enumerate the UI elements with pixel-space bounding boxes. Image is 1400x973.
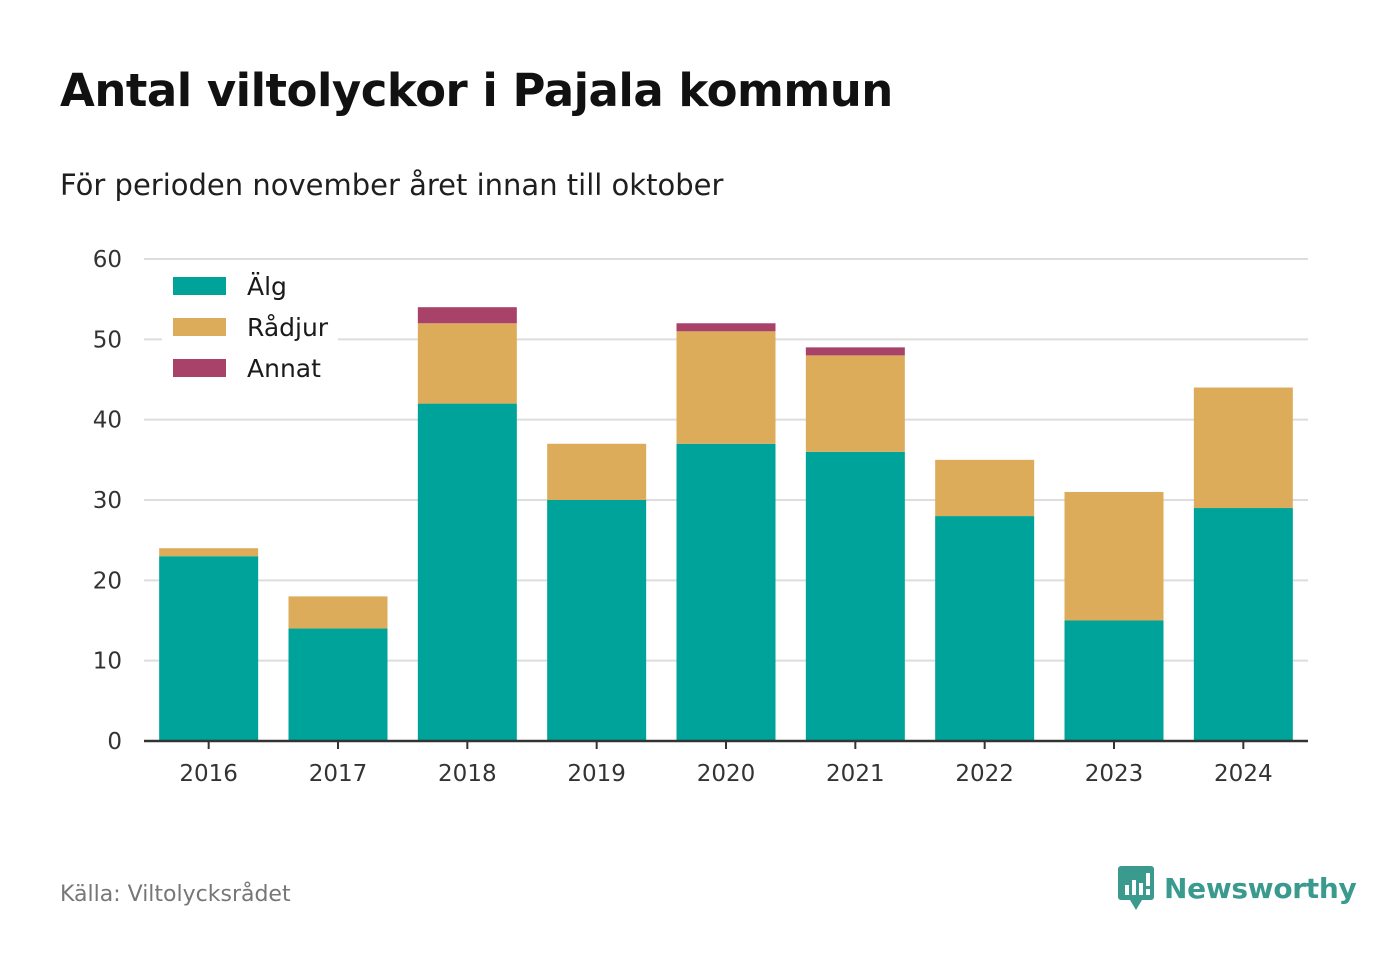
legend-swatch-Annat [173, 359, 226, 377]
brand-logo[interactable]: Newsworthy [1118, 866, 1357, 910]
y-tick-label: 0 [107, 729, 122, 755]
legend-label: Annat [247, 354, 321, 383]
bars [159, 307, 1293, 741]
bar-2019-Rådjur[interactable] [547, 443, 647, 500]
bar-2016-Rådjur[interactable] [159, 548, 259, 557]
bar-2022-Rådjur[interactable] [935, 459, 1035, 517]
y-tick-label: 50 [93, 327, 122, 353]
legend-swatch-Älg [173, 277, 226, 295]
bar-2021-Rådjur[interactable] [805, 355, 905, 452]
bar-2020-Älg[interactable] [676, 443, 776, 741]
x-tick-label: 2020 [697, 761, 756, 787]
brand-name: Newsworthy [1164, 871, 1357, 905]
y-tick-label: 40 [93, 408, 122, 434]
x-tick-label: 2018 [438, 761, 497, 787]
bar-2021-Älg[interactable] [805, 451, 905, 741]
bar-2016-Älg[interactable] [159, 556, 259, 741]
x-tick-label: 2016 [179, 761, 238, 787]
chart-title: Antal viltolyckor i Pajala kommun [60, 64, 893, 117]
x-tick-label: 2024 [1214, 761, 1273, 787]
axes: 0 10 20 30 40 50 60 2016 2017 2018 2019 2020 2021 202… [93, 247, 1308, 787]
bar-2022-Älg[interactable] [935, 516, 1035, 741]
legend-label: Älg [247, 272, 287, 301]
source-note: Källa: Viltolycksrådet [60, 882, 291, 907]
legend-label: Rådjur [247, 313, 329, 342]
y-tick-label: 10 [93, 649, 122, 675]
x-tick-label: 2023 [1085, 761, 1144, 787]
bar-2024-Rådjur[interactable] [1193, 387, 1293, 509]
y-tick-label: 20 [93, 568, 122, 594]
bar-2020-Rådjur[interactable] [676, 331, 776, 444]
bar-2021-Annat[interactable] [805, 347, 905, 356]
x-tick-label: 2022 [955, 761, 1014, 787]
x-tick-label: 2017 [309, 761, 368, 787]
bar-2018-Rådjur[interactable] [417, 323, 517, 404]
bar-2018-Älg[interactable] [417, 403, 517, 741]
legend: Älg Rådjur Annat [162, 262, 338, 390]
bar-2017-Älg[interactable] [288, 628, 388, 741]
bar-2018-Annat[interactable] [417, 307, 517, 324]
x-tick-label: 2019 [567, 761, 626, 787]
x-tick-label: 2021 [826, 761, 885, 787]
newsworthy-logo-icon [1118, 866, 1154, 910]
bar-2024-Älg[interactable] [1193, 508, 1293, 741]
chart-subtitle: För perioden november året innan till ok… [60, 168, 724, 202]
bar-2023-Rådjur[interactable] [1064, 491, 1164, 621]
bar-2019-Älg[interactable] [547, 500, 647, 741]
bar-2020-Annat[interactable] [676, 323, 776, 332]
y-tick-label: 60 [93, 247, 122, 273]
bar-2023-Älg[interactable] [1064, 620, 1164, 742]
legend-swatch-Rådjur [173, 318, 226, 336]
y-tick-label: 30 [93, 488, 122, 514]
bar-2017-Rådjur[interactable] [288, 596, 388, 629]
